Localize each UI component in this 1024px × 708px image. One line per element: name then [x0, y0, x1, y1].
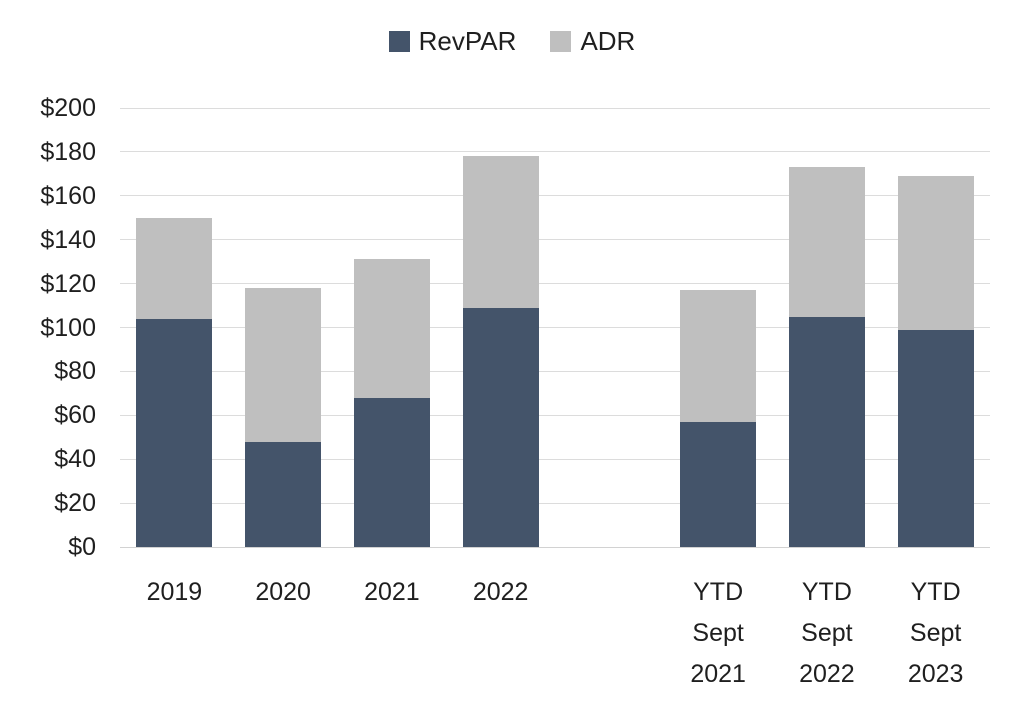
x-tick-label-line: 2022 — [799, 660, 855, 688]
revpar-segment-2019 — [136, 318, 213, 547]
gridline — [120, 458, 990, 460]
x-tick-label-line: 2020 — [255, 578, 311, 606]
gridline — [120, 151, 990, 153]
x-tick-label-line: Sept — [909, 619, 962, 647]
y-tick-label: $60 — [54, 401, 96, 430]
adr-swatch-icon — [550, 30, 572, 52]
revpar-segment-2021 — [353, 397, 430, 547]
x-tick-label-ytd-sept-2023: YTD Sept 2023 — [881, 572, 990, 695]
x-tick-label-2019: 2019 — [120, 572, 229, 613]
x-tick-label-ytd-sept-2021: YTD Sept 2021 — [664, 572, 773, 695]
x-tick-label-2021: 2021 — [338, 572, 447, 613]
adr-segment-2022 — [462, 156, 539, 308]
x-axis-labels: 2019 2020 2021 2022 YTD Sept 2021 YTD Sept 2022 YT… — [120, 572, 990, 702]
x-tick-label-line: Sept — [801, 619, 853, 647]
y-tick-label: $100 — [40, 313, 96, 342]
gridline — [120, 370, 990, 372]
x-tick-label-ytd-sept-2022: YTD Sept 2022 — [773, 572, 882, 695]
gridline — [120, 414, 990, 416]
y-tick-label: $160 — [40, 181, 96, 210]
adr-segment-ytd-sept-2022 — [788, 167, 865, 317]
x-tick-label-line: 2021 — [364, 578, 420, 606]
revpar-swatch-icon — [388, 30, 410, 52]
y-tick-label: $140 — [40, 225, 96, 254]
legend-label-adr: ADR — [580, 26, 636, 56]
gridline — [120, 239, 990, 241]
y-tick-label: $180 — [40, 137, 96, 166]
adr-segment-2020 — [245, 288, 322, 442]
revpar-segment-2022 — [462, 307, 539, 547]
y-axis-labels: $0 $20 $40 $60 $80 $100 $120 $140 $160 $180 $200 — [0, 94, 96, 561]
revpar-segment-ytd-sept-2023 — [897, 329, 974, 547]
y-tick-label: $200 — [40, 94, 96, 122]
adr-segment-ytd-sept-2021 — [680, 290, 757, 422]
x-tick-label-2020: 2020 — [229, 572, 338, 613]
plot-area — [120, 107, 990, 548]
adr-segment-ytd-sept-2023 — [897, 176, 974, 330]
gridline — [120, 195, 990, 197]
y-tick-label: $40 — [54, 445, 96, 474]
x-tick-label-line: 2022 — [472, 578, 529, 606]
gridline — [120, 283, 990, 285]
y-tick-label: $0 — [68, 533, 96, 561]
legend-item-revpar: RevPAR — [388, 26, 517, 56]
revpar-segment-ytd-sept-2021 — [680, 421, 757, 547]
y-tick-label: $120 — [40, 269, 96, 298]
x-tick-label-line: 2019 — [146, 578, 203, 606]
x-tick-label-line: Sept — [692, 619, 744, 647]
adr-segment-2019 — [136, 217, 213, 319]
x-tick-label-2022: 2022 — [446, 572, 555, 613]
gridline — [120, 502, 990, 504]
gridline — [120, 327, 990, 328]
y-tick-label: $80 — [54, 357, 96, 386]
x-axis-line — [120, 546, 990, 548]
x-tick-label-line: 2023 — [907, 660, 964, 688]
gridline — [120, 107, 990, 109]
revpar-segment-2020 — [245, 441, 322, 547]
x-tick-label-line: 2021 — [690, 660, 746, 688]
x-tick-label-line: YTD — [910, 578, 961, 606]
legend-label-revpar: RevPAR — [418, 26, 517, 56]
legend: RevPAR ADR — [0, 28, 1024, 54]
revpar-segment-ytd-sept-2022 — [788, 316, 865, 547]
x-tick-label-line: YTD — [801, 578, 852, 606]
y-tick-label: $20 — [54, 489, 96, 518]
legend-item-adr: ADR — [550, 28, 635, 54]
adr-segment-2021 — [353, 259, 430, 398]
x-tick-label-line: YTD — [693, 578, 744, 606]
